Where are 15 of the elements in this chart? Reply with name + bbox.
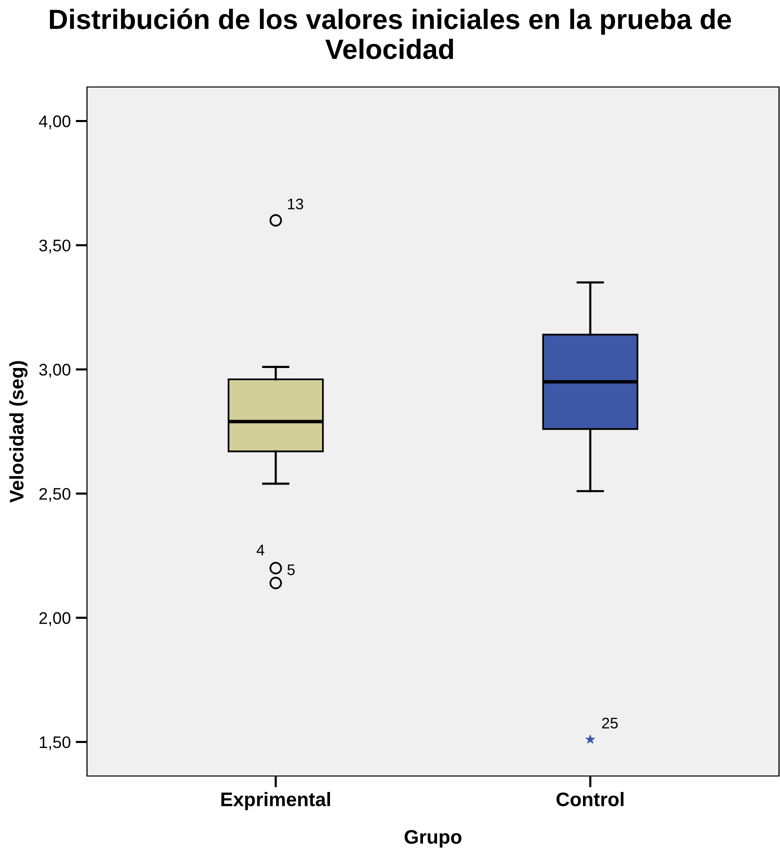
y-tick-label: 3,00	[39, 364, 70, 378]
y-tick-label: 3,50	[39, 240, 70, 254]
annotation: 25	[602, 718, 618, 729]
y-tick-label: 1,50	[40, 736, 70, 750]
x-axis-title: Grupo	[404, 830, 462, 848]
x-tick-label: Control	[556, 792, 624, 806]
y-tick-label: 2,00	[39, 612, 70, 626]
chart-title: Distribución de los valores iniciales en la prueba de Velocidad	[50, 8, 732, 60]
y-tick-label: 4,00	[38, 115, 70, 130]
annotation: 4	[256, 544, 264, 556]
y-tick-label: 2,50	[39, 488, 70, 502]
y-axis-title: Velocidad (seg)	[9, 361, 28, 503]
annotation: 5	[287, 564, 295, 576]
x-tick-label: Exprimental	[221, 792, 330, 810]
annotation: 13	[288, 198, 304, 210]
